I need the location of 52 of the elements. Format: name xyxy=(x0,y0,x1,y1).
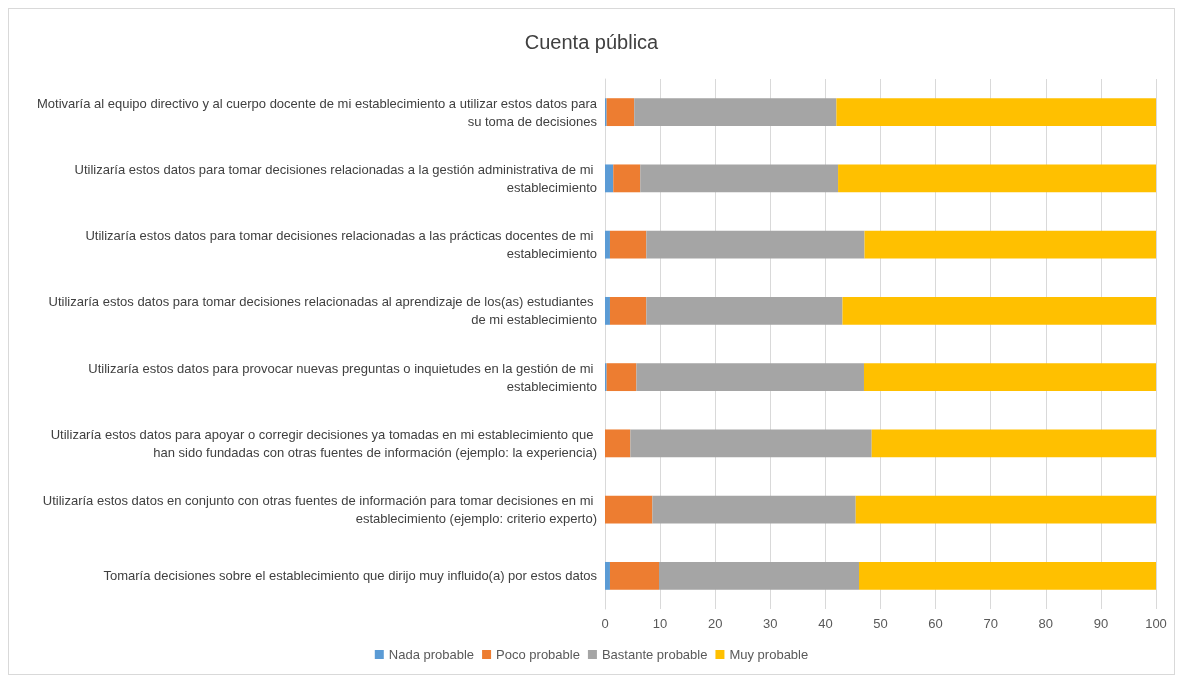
bar xyxy=(836,98,1156,127)
bar xyxy=(871,429,1156,458)
y-tick-label: Motivaría al equipo directivo y al cuerpo docente de mi establecimiento a utilizar estos datos para su toma de decisiones xyxy=(36,95,598,129)
x-tick-label: 60 xyxy=(928,616,943,631)
legend-label: Bastante probable xyxy=(601,647,708,662)
x-tick-label: 10 xyxy=(652,616,668,631)
bar xyxy=(863,363,1156,392)
bar xyxy=(605,495,653,524)
x-tick-label: 80 xyxy=(1038,616,1054,631)
legend-label: Nada probable xyxy=(388,647,475,662)
bar xyxy=(609,561,659,590)
bar xyxy=(646,296,843,325)
x-tick-label: 20 xyxy=(707,616,723,631)
x-tick-label: 90 xyxy=(1093,616,1109,631)
bar xyxy=(659,561,860,590)
y-tick-label: Utilizaría estos datos para tomar decisiones relacionadas a la gestión administrativa de mi establecimiento xyxy=(74,161,597,195)
bar xyxy=(634,98,837,127)
bar xyxy=(606,98,635,127)
y-tick-label: Tomaría decisiones sobre el establecimiento que dirijo muy influido(a) por estos datos xyxy=(103,568,598,584)
x-tick-label: 0 xyxy=(601,616,609,631)
y-tick-label: Utilizaría estos datos para provocar nuevas preguntas o inquietudes en la gestión de mi establecimiento xyxy=(88,360,597,394)
bar xyxy=(859,561,1156,590)
x-tick-label: 40 xyxy=(818,616,833,631)
bar xyxy=(606,363,637,392)
x-tick-label: 100 xyxy=(1145,616,1167,631)
chart-title: Cuenta pública xyxy=(524,31,660,53)
bar xyxy=(838,164,1156,193)
x-tick-label: 70 xyxy=(983,616,998,631)
bar xyxy=(605,230,610,259)
bar xyxy=(630,429,872,458)
bar xyxy=(605,561,610,590)
bar xyxy=(613,164,641,193)
bar xyxy=(864,230,1156,259)
x-tick-label: 30 xyxy=(763,616,778,631)
bar xyxy=(636,363,864,392)
legend-label: Poco probable xyxy=(496,647,580,662)
bar xyxy=(605,429,631,458)
x-tick-label: 50 xyxy=(873,616,888,631)
bar xyxy=(842,296,1156,325)
bar xyxy=(609,296,647,325)
legend-label: Muy probable xyxy=(729,647,809,662)
y-tick-label: Utilizaría estos datos para tomar decisiones relacionadas a las prácticas docentes de mi establecimiento xyxy=(85,228,597,262)
bar xyxy=(855,495,1156,524)
y-tick-label: Utilizaría estos datos para tomar decisiones relacionadas al aprendizaje de los(as) estudiantes de mi establecimiento xyxy=(48,294,597,328)
bar xyxy=(605,164,614,193)
bar xyxy=(609,230,647,259)
bar xyxy=(646,230,865,259)
bar xyxy=(652,495,856,524)
bar xyxy=(640,164,839,193)
bar xyxy=(605,296,610,325)
y-tick-label: Utilizaría estos datos para apoyar o corregir decisiones ya tomadas en mi establecimiento que han sido fundadas con otras fuentes de información (ejemplo: la experiencia) xyxy=(50,426,597,460)
y-tick-label: Utilizaría estos datos en conjunto con otras fuentes de información para tomar decisiones en mi establecimiento (ejemplo: criterio experto) xyxy=(42,493,597,527)
